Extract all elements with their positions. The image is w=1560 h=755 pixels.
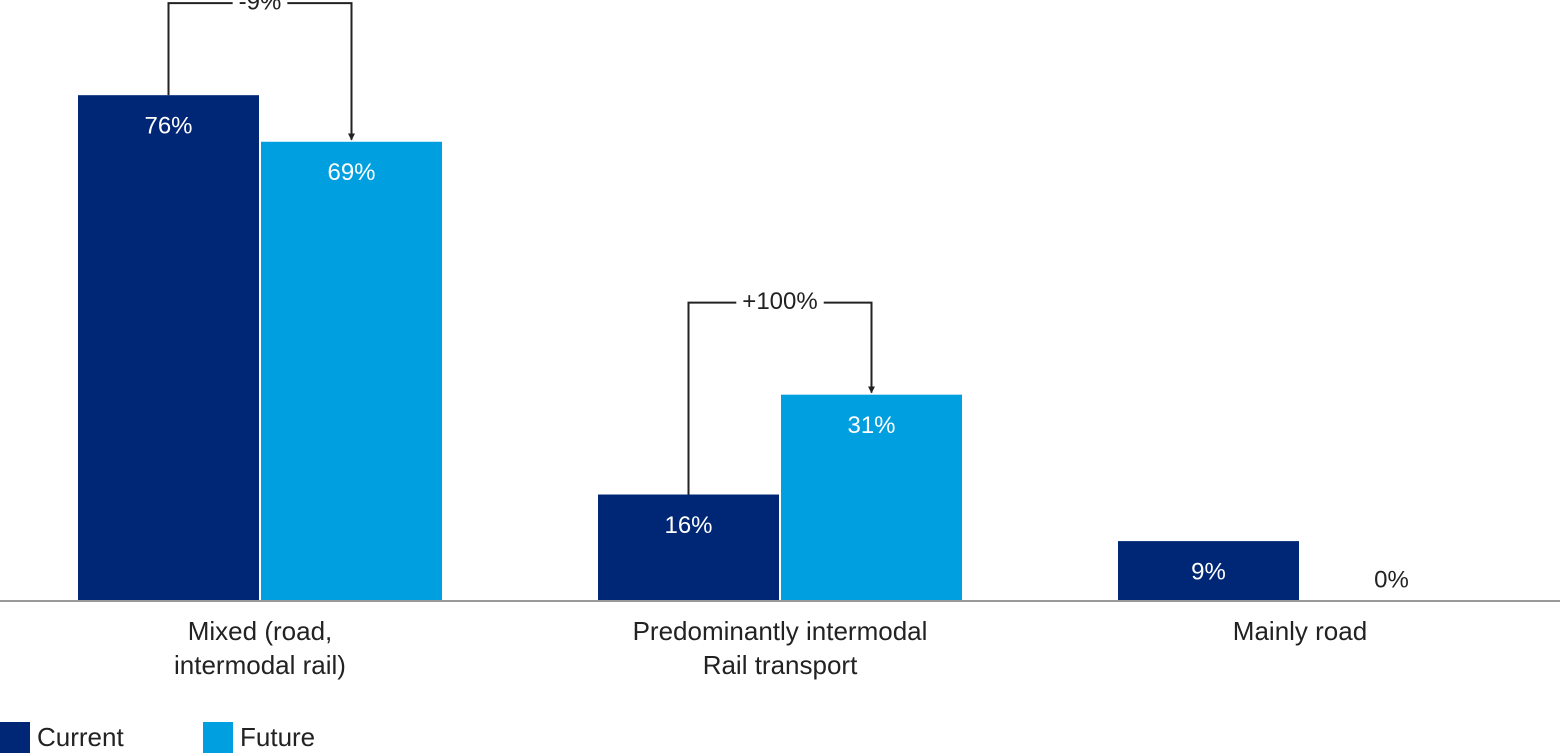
bar	[1118, 541, 1299, 601]
bar	[261, 141, 442, 601]
value-label: 0%	[1374, 566, 1409, 593]
value-label: 76%	[144, 113, 192, 140]
value-label: 31%	[847, 412, 895, 439]
x-tick-label: Rail transport	[703, 650, 858, 680]
value-label: 9%	[1191, 558, 1226, 585]
legend-label: Current	[37, 722, 124, 752]
bar	[598, 494, 779, 601]
annotation: -9%	[239, 0, 282, 16]
annotation: +100%	[742, 288, 817, 315]
legend-label: Future	[240, 722, 315, 752]
value-label: 16%	[664, 512, 712, 539]
value-label: 69%	[327, 159, 375, 186]
legend-swatch	[0, 722, 30, 753]
annotation-background	[232, 0, 288, 16]
x-tick-label: Mixed (road,	[188, 616, 333, 646]
legend-swatch	[203, 722, 233, 753]
x-tick-label: Predominantly intermodal	[633, 616, 928, 646]
x-tick-label: Mainly road	[1233, 616, 1367, 646]
annotation-background	[736, 288, 824, 316]
bar	[78, 95, 259, 601]
bar	[781, 394, 962, 601]
x-tick-label: intermodal rail)	[174, 650, 346, 680]
